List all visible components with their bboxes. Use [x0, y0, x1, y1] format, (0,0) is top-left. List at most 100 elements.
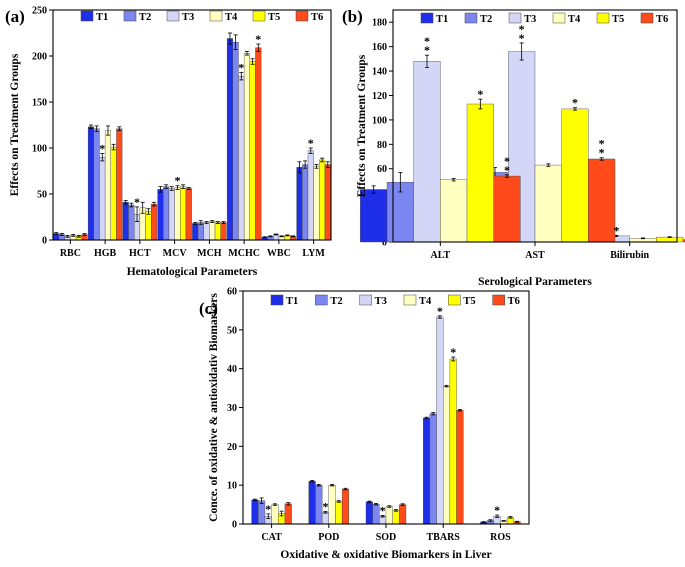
bar-T5-MCV — [180, 186, 187, 241]
bar-T5-HCT — [145, 211, 152, 241]
y-tick-label: 0 — [232, 520, 237, 531]
significance-star: * — [519, 22, 525, 36]
y-tick-label: 60 — [377, 164, 387, 175]
x-axis-title: Oxidative & oxidative Biomarkers in Live… — [280, 549, 491, 561]
bar-T6-HCT — [151, 203, 158, 241]
bar-T3-POD — [321, 512, 329, 525]
y-tick-label: 0 — [382, 238, 387, 249]
legend: T1 T2 T3 T4 T5 T6 — [270, 294, 520, 307]
x-tick-label: TBARS — [427, 532, 461, 543]
legend-swatch-T4 — [209, 10, 223, 22]
bar-T6-SOD — [399, 504, 407, 525]
x-tick-label: AST — [525, 250, 545, 261]
legend-swatch-T6 — [295, 10, 309, 22]
bar-T1-ALT — [360, 189, 388, 243]
bar-T2-MCH — [197, 222, 204, 241]
bar-T5-SOD — [392, 510, 400, 525]
bar-T6-POD — [341, 488, 349, 525]
significance-star: * — [504, 163, 510, 177]
legend-label-T5: T5 — [612, 14, 624, 25]
legend-label-T1: T1 — [436, 14, 448, 25]
panel-label: (c) — [199, 299, 218, 318]
bar-T4-ALT — [440, 179, 468, 243]
y-tick-label: 160 — [372, 42, 387, 53]
y-tick-label: 180 — [372, 18, 387, 29]
significance-star: * — [494, 503, 500, 517]
y-tick-label: 150 — [32, 98, 47, 109]
bar-T3-MCV — [168, 188, 175, 241]
legend-swatch-T2 — [123, 10, 137, 22]
significance-star: * — [450, 345, 456, 359]
legend-label-T1: T1 — [286, 296, 298, 307]
bar-T4-MCH — [209, 221, 216, 241]
significance-star: * — [437, 304, 443, 318]
x-tick-label: Bilirubin — [610, 250, 649, 261]
significance-star: * — [308, 136, 314, 150]
bar-T5-MCH — [214, 222, 221, 241]
bar-T6-MCV — [185, 188, 192, 241]
legend-label-T6: T6 — [656, 14, 668, 25]
legend-swatch-T1 — [80, 10, 94, 22]
legend-swatch-T5 — [448, 294, 461, 306]
bar-T1-MCV — [157, 189, 164, 241]
y-tick-label: 50 — [227, 325, 237, 336]
legend-label-T5: T5 — [268, 12, 280, 23]
y-tick-label: 10 — [227, 481, 237, 492]
x-tick-label: ALT — [431, 250, 451, 261]
legend-label-T4: T4 — [568, 14, 581, 25]
x-tick-label: SOD — [376, 532, 397, 543]
legend-label-T3: T3 — [375, 296, 387, 307]
bar-T1-CAT — [251, 499, 259, 525]
bar-T1-HGB — [87, 126, 94, 241]
bar-T5-MCHC — [249, 61, 256, 241]
significance-star: * — [572, 96, 578, 110]
y-tick-label: 250 — [32, 6, 47, 17]
bar-T5-ALT — [466, 103, 494, 243]
bar-T6-CAT — [284, 503, 292, 525]
significance-star: * — [174, 174, 180, 188]
legend-label-T4: T4 — [225, 12, 238, 23]
legend-label-T6: T6 — [311, 12, 323, 23]
y-tick-label: 60 — [227, 287, 237, 298]
y-tick-label: 200 — [32, 52, 47, 63]
y-tick-label: 20 — [227, 442, 237, 453]
legend-label-T6: T6 — [508, 296, 520, 307]
legend-label-T2: T2 — [330, 296, 342, 307]
legend-label-T3: T3 — [182, 12, 194, 23]
bar-T1-LYM — [296, 167, 303, 241]
bar-T1-MCH — [192, 223, 199, 241]
significance-star: * — [99, 142, 105, 156]
y-tick-label: 100 — [372, 115, 387, 126]
y-tick-label: 30 — [227, 403, 237, 414]
bar-T3-TBARS — [436, 316, 444, 525]
bar-T4-SOD — [385, 506, 393, 525]
significance-star: * — [519, 31, 525, 45]
legend-swatch-T5 — [252, 10, 266, 22]
bar-T2-POD — [315, 484, 323, 525]
x-tick-label: LYM — [302, 248, 325, 259]
significance-star: * — [504, 154, 510, 168]
y-tick-label: 140 — [372, 67, 387, 78]
significance-star: * — [424, 43, 430, 57]
x-tick-label: RBC — [60, 248, 81, 259]
significance-star: * — [380, 503, 386, 517]
y-tick-label: 40 — [227, 364, 237, 375]
significance-star: * — [613, 223, 619, 237]
significance-star: * — [265, 502, 271, 516]
bar-T1-HCT — [122, 202, 129, 241]
bar-T6-ALT — [493, 175, 521, 243]
x-tick-label: CAT — [261, 532, 282, 543]
bar-T4-LYM — [313, 166, 320, 241]
x-tick-label: HCT — [129, 248, 151, 259]
bar-T6-MCHC — [255, 47, 262, 241]
bar-T5-POD — [335, 501, 343, 525]
bar-T6-AST — [588, 158, 616, 243]
bar-T6-HGB — [116, 128, 123, 241]
x-axis-title: Serological Parameters — [478, 276, 592, 288]
x-tick-label: ROS — [490, 532, 511, 543]
significance-star: * — [599, 137, 605, 151]
significance-star: * — [134, 195, 140, 209]
legend-swatch-T5 — [596, 12, 610, 24]
bar-T4-CAT — [271, 504, 279, 525]
y-tick-label: 0 — [42, 236, 47, 247]
